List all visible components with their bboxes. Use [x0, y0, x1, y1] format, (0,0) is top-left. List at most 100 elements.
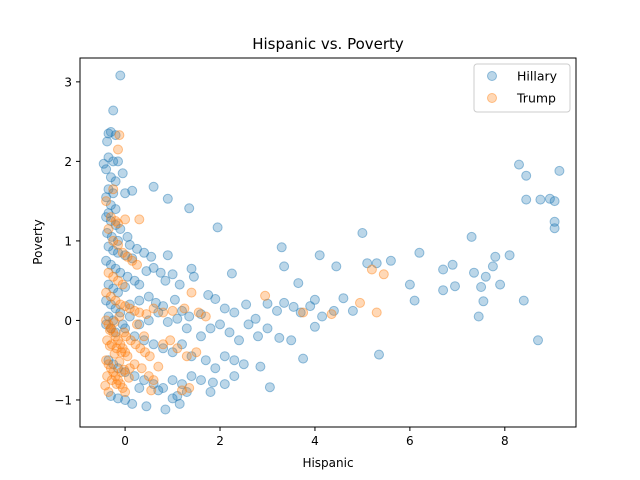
point-trump-17 — [108, 271, 119, 282]
legend-label-hillary: Hillary — [517, 69, 558, 84]
point-hillary-130 — [549, 216, 560, 227]
point-hillary-83 — [262, 298, 273, 309]
point-trump-47 — [110, 331, 121, 342]
point-hillary-26 — [101, 212, 112, 223]
point-hillary-3 — [102, 136, 113, 147]
point-hillary-95 — [279, 261, 290, 272]
point-hillary-53 — [108, 283, 119, 294]
point-hillary-88 — [305, 301, 316, 312]
point-hillary-52 — [103, 279, 114, 290]
point-hillary-114 — [409, 295, 420, 306]
point-hillary-33 — [122, 231, 133, 242]
point-hillary-27 — [105, 216, 116, 226]
point-hillary-96 — [293, 278, 304, 289]
point-hillary-60 — [188, 271, 199, 282]
point-trump-78 — [129, 359, 140, 370]
point-trump-22 — [110, 295, 121, 306]
point-trump-16 — [103, 267, 114, 278]
point-trump-74 — [106, 375, 117, 386]
point-hillary-80 — [229, 307, 240, 318]
point-trump-49 — [115, 339, 126, 350]
point-hillary-77 — [203, 290, 214, 300]
point-trump-87 — [191, 347, 202, 358]
point-hillary-72 — [158, 301, 169, 312]
point-hillary-142 — [186, 351, 197, 362]
point-hillary-124 — [521, 170, 532, 181]
point-hillary-50 — [122, 271, 133, 282]
legend-frame — [473, 63, 571, 113]
point-hillary-184 — [141, 401, 152, 412]
point-hillary-6 — [98, 158, 109, 169]
point-hillary-193 — [124, 311, 135, 322]
point-hillary-156 — [210, 363, 221, 374]
point-hillary-188 — [153, 385, 164, 396]
point-hillary-2 — [103, 128, 114, 139]
point-hillary-73 — [169, 294, 180, 305]
point-hillary-55 — [120, 282, 131, 292]
point-trump-56 — [108, 367, 119, 378]
chart-title: Hispanic vs. Poverty — [252, 35, 404, 53]
point-hillary-56 — [134, 279, 145, 290]
point-hillary-171 — [177, 379, 187, 390]
point-trump-101 — [114, 311, 125, 322]
point-hillary-137 — [139, 335, 150, 346]
point-trump-35 — [200, 311, 211, 322]
point-hillary-139 — [158, 343, 169, 354]
point-hillary-154 — [309, 321, 320, 332]
points-layer — [98, 70, 565, 415]
point-hillary-167 — [139, 375, 150, 386]
point-hillary-136 — [129, 331, 140, 342]
point-trump-44 — [103, 319, 114, 330]
point-trump-23 — [115, 299, 126, 310]
point-hillary-104 — [414, 247, 425, 258]
point-hillary-146 — [224, 327, 235, 338]
point-trump-3 — [101, 196, 112, 207]
point-hillary-91 — [328, 305, 339, 316]
point-hillary-89 — [309, 294, 320, 305]
point-hillary-37 — [113, 247, 123, 258]
point-hillary-166 — [129, 371, 140, 382]
point-hillary-1 — [108, 105, 119, 116]
y-tick-label: −1 — [54, 393, 72, 407]
point-hillary-192 — [117, 319, 128, 330]
point-hillary-175 — [219, 379, 230, 390]
y-axis-label: Poverty — [31, 219, 45, 264]
point-hillary-195 — [143, 315, 154, 326]
point-trump-28 — [141, 309, 152, 320]
point-hillary-84 — [272, 305, 282, 316]
point-hillary-173 — [196, 375, 206, 386]
point-hillary-149 — [253, 331, 263, 342]
point-hillary-112 — [504, 250, 515, 261]
point-hillary-85 — [279, 297, 290, 308]
point-trump-33 — [186, 287, 197, 298]
point-trump-39 — [355, 297, 365, 308]
point-trump-59 — [115, 379, 126, 390]
legend-marker-trump — [487, 93, 497, 103]
point-hillary-22 — [148, 181, 159, 192]
point-trump-67 — [121, 331, 131, 342]
point-trump-66 — [116, 347, 127, 358]
point-hillary-58 — [167, 269, 178, 280]
point-hillary-87 — [295, 307, 306, 318]
point-trump-42 — [371, 307, 382, 318]
point-trump-8 — [134, 214, 145, 225]
point-hillary-78 — [210, 294, 221, 304]
point-trump-57 — [110, 371, 121, 382]
y-tick-label: 0 — [64, 314, 72, 328]
point-trump-13 — [122, 251, 133, 262]
point-trump-80 — [143, 371, 154, 382]
x-tick-label: 4 — [311, 434, 319, 448]
y-tick-label: 3 — [64, 75, 72, 89]
point-trump-37 — [298, 307, 309, 318]
point-hillary-153 — [298, 353, 309, 364]
point-hillary-109 — [480, 271, 491, 282]
point-trump-9 — [103, 224, 114, 234]
point-hillary-30 — [102, 228, 113, 238]
point-hillary-165 — [120, 367, 131, 378]
point-trump-79 — [136, 363, 147, 374]
point-hillary-169 — [158, 383, 169, 393]
point-hillary-65 — [105, 299, 116, 310]
point-trump-65 — [111, 343, 122, 354]
point-hillary-191 — [108, 315, 119, 326]
point-hillary-157 — [219, 351, 230, 362]
